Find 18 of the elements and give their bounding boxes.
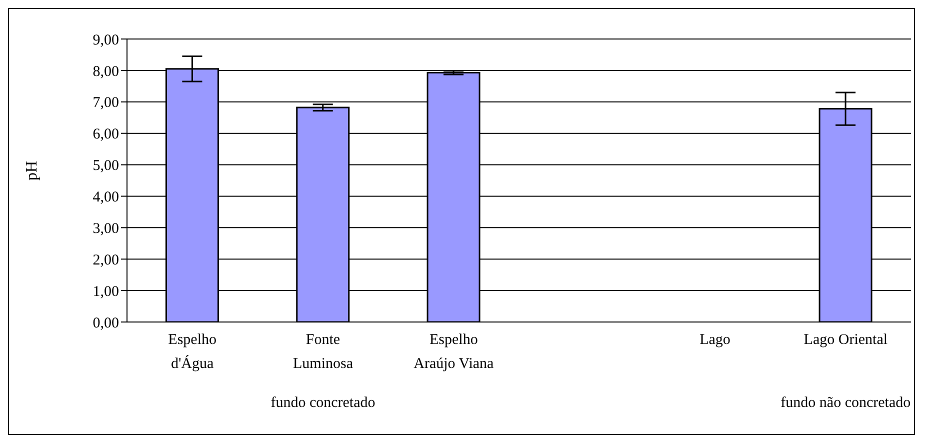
x-tick-label: Fonte Luminosa	[293, 332, 354, 372]
y-tick-label: 8,00	[92, 64, 119, 80]
x-tick-label: Espelho d'Água	[168, 332, 216, 372]
text: fundo não concretado	[780, 395, 912, 412]
y-tick-label: 0,00	[92, 315, 119, 332]
x-tick-label: Lago Oriental	[804, 332, 888, 348]
y-tick-label: 6,00	[92, 126, 119, 143]
y-tick-label: 9,00	[92, 32, 119, 48]
y-tick-label: 1,00	[92, 284, 119, 300]
x-tick-label: Espelho Araújo Viana	[414, 332, 494, 372]
y-tick-label: 3,00	[92, 220, 119, 237]
text: fundo concretado	[270, 395, 376, 412]
y-tick-label: 4,00	[92, 190, 119, 206]
x-tick-label: Lago	[700, 332, 730, 348]
y-tick-label: 5,00	[92, 158, 119, 174]
y-tick-label: 7,00	[92, 95, 119, 112]
y-tick-label: 2,00	[92, 252, 119, 268]
y-axis-title: pH	[24, 160, 41, 180]
